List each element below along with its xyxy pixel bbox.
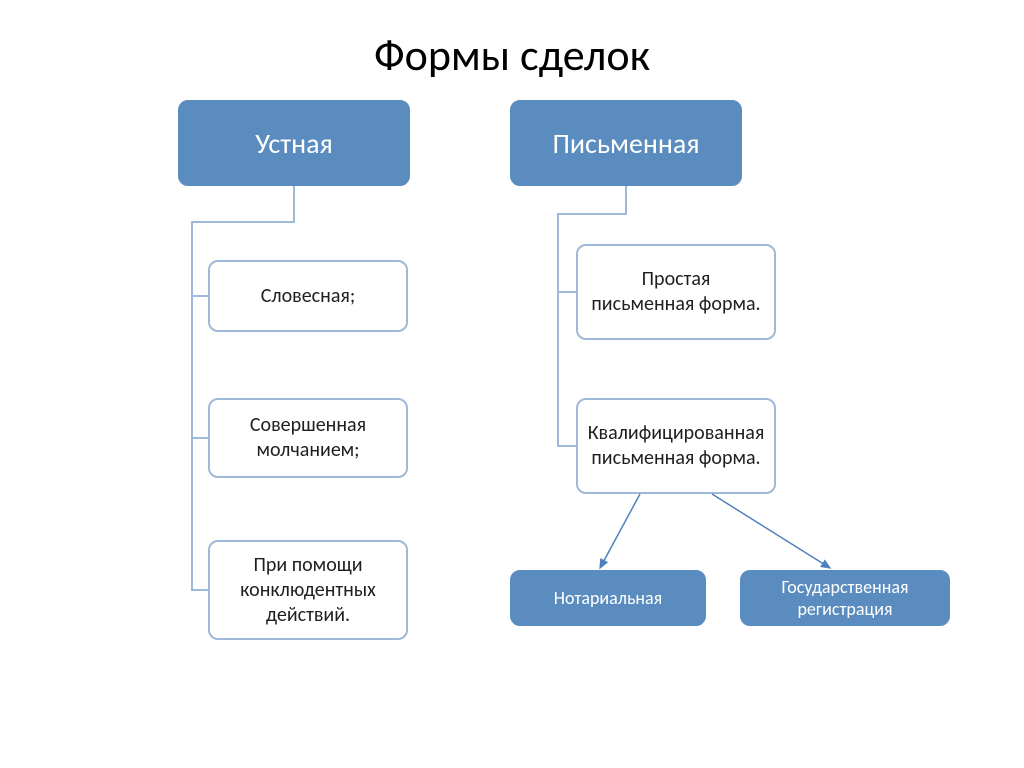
node-qualified-label: Квалифицированная письменная форма.	[588, 421, 765, 471]
node-verbal-label: Словесная;	[261, 284, 356, 309]
node-silence: Совершенная молчанием;	[208, 398, 408, 478]
node-notarial: Нотариальная	[510, 570, 706, 626]
node-written: Письменная	[510, 100, 742, 186]
node-simple-label: Простая письменная форма.	[588, 267, 764, 317]
node-state-registration: Государственная регистрация	[740, 570, 950, 626]
page-title: Формы сделок	[0, 0, 1024, 82]
node-oral-label: Устная	[255, 126, 333, 161]
node-silence-label: Совершенная молчанием;	[220, 413, 396, 463]
node-conduct-label: При помощи конклюдентных действий.	[220, 553, 396, 628]
node-qualified: Квалифицированная письменная форма.	[576, 398, 776, 494]
node-conduct: При помощи конклюдентных действий.	[208, 540, 408, 640]
node-oral: Устная	[178, 100, 410, 186]
node-state-registration-label: Государственная регистрация	[749, 576, 941, 621]
node-simple: Простая письменная форма.	[576, 244, 776, 340]
node-verbal: Словесная;	[208, 260, 408, 332]
node-written-label: Письменная	[552, 126, 699, 161]
node-notarial-label: Нотариальная	[554, 587, 662, 610]
